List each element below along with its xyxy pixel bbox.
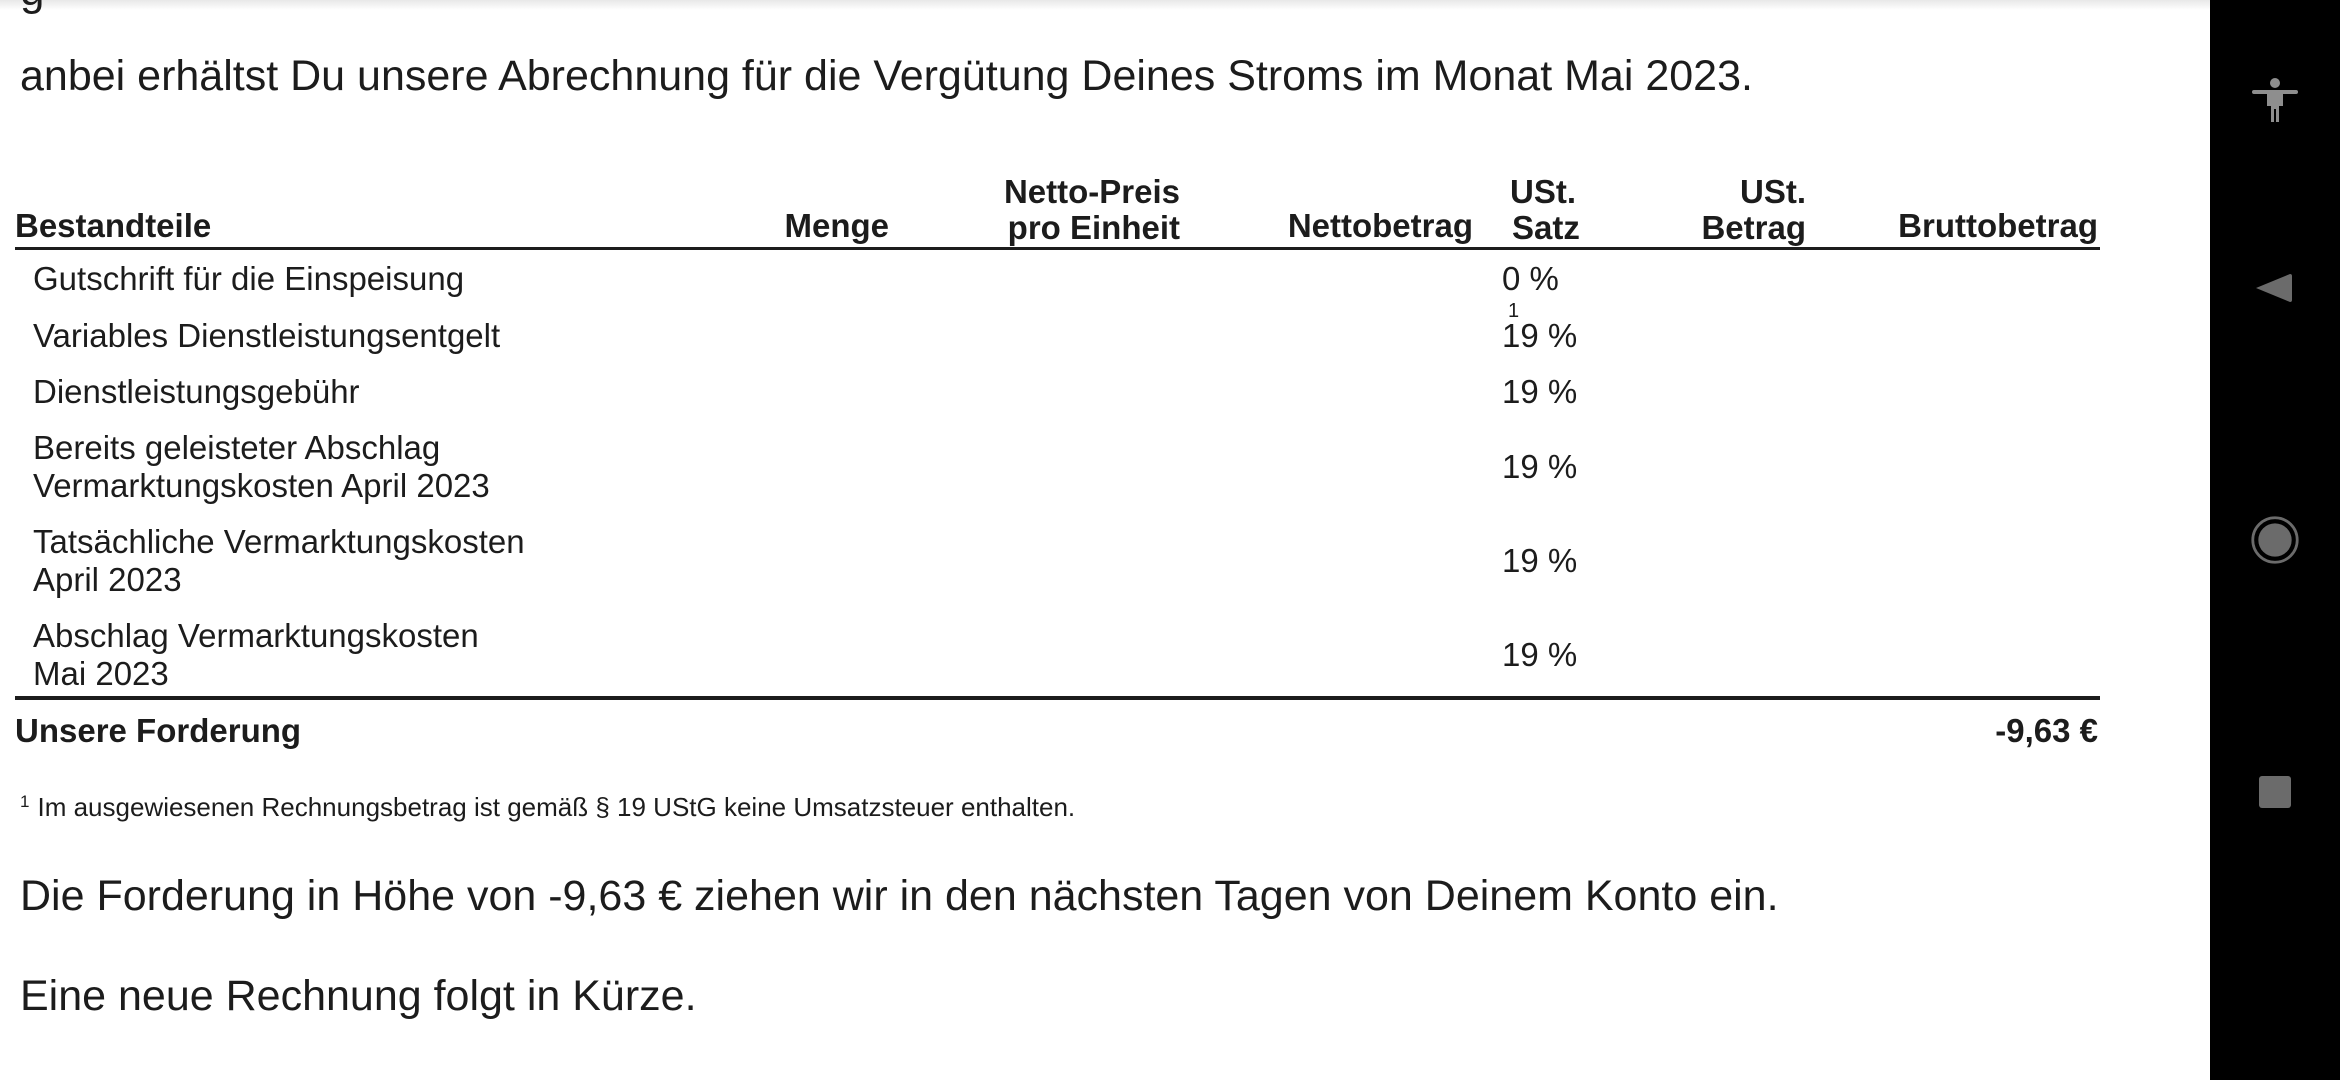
footnote-marker: 1 — [20, 792, 30, 811]
row-component: Vermarktungskosten April 2023 — [33, 467, 490, 504]
header-component: Bestandteile — [15, 207, 212, 244]
row-vat-rate: 19 % — [1502, 448, 1577, 486]
paragraph-next-invoice: Eine neue Rechnung folgt in Kürze. — [20, 972, 697, 1020]
total-divider — [15, 696, 2100, 700]
header-divider — [15, 247, 2100, 250]
row-vat-rate: 19 % — [1502, 636, 1577, 674]
header-vat-amount-line1: USt. — [1740, 173, 1806, 210]
row-component: April 2023 — [33, 561, 182, 598]
row-vat-rate-value: 19 % — [1502, 373, 1578, 410]
total-value: -9,63 € — [1995, 712, 2098, 749]
footnote-marker: 1 — [1508, 300, 1520, 322]
home-icon — [2251, 516, 2299, 564]
header-vat-amount-line2: Betrag — [1701, 209, 1806, 246]
row-vat-rate-value: 19 % — [1502, 542, 1578, 579]
row-component: Tatsächliche Vermarktungskosten — [33, 523, 525, 560]
row-vat-rate: 19 % — [1502, 373, 1577, 411]
footnote: 1 Im ausgewiesenen Rechnungsbetrag ist ge… — [20, 792, 1075, 823]
row-component: Dienstleistungsgebühr — [33, 373, 360, 410]
intro-text: anbei erhältst Du unsere Abrechnung für … — [20, 52, 1753, 100]
row-vat-rate: 0 % 1 — [1502, 260, 1559, 336]
top-shadow — [0, 0, 2210, 10]
header-quantity: Menge — [784, 207, 889, 244]
back-button[interactable] — [2250, 263, 2300, 313]
home-button[interactable] — [2250, 515, 2300, 565]
header-unit-price-line2: pro Einheit — [1007, 209, 1180, 246]
header-vat-rate-line2: Satz — [1512, 209, 1580, 246]
cut-off-text: g — [20, 0, 44, 16]
document-page[interactable]: g anbei erhältst Du unsere Abrechnung fü… — [0, 0, 2210, 1080]
total-label: Unsere Forderung — [15, 712, 302, 749]
header-net: Nettobetrag — [1287, 207, 1473, 244]
row-component: Variables Dienstleistungsentgelt — [33, 317, 501, 354]
row-vat-rate: 19 % — [1502, 542, 1577, 580]
row-vat-rate: 19 % — [1502, 317, 1577, 355]
navigation-bar — [2210, 0, 2340, 1080]
row-component: Abschlag Vermarktungskosten — [33, 617, 479, 654]
header-gross: Bruttobetrag — [1898, 207, 2098, 244]
row-component: Bereits geleisteter Abschlag — [33, 429, 441, 466]
recents-icon — [2259, 776, 2291, 808]
footnote-text: Im ausgewiesenen Rechnungsbetrag ist gem… — [37, 792, 1076, 822]
accessibility-button[interactable] — [2250, 75, 2300, 125]
header-vat-rate-line1: USt. — [1510, 173, 1576, 210]
back-icon — [2256, 274, 2292, 302]
accessibility-icon — [2252, 78, 2298, 122]
row-vat-rate-value: 19 % — [1502, 448, 1578, 485]
row-vat-rate-value: 0 % — [1502, 260, 1559, 297]
paragraph-debit: Die Forderung in Höhe von -9,63 € ziehen… — [20, 872, 1779, 920]
row-component: Gutschrift für die Einspeisung — [33, 260, 465, 297]
row-vat-rate-value: 19 % — [1502, 317, 1578, 354]
row-vat-rate-value: 19 % — [1502, 636, 1578, 673]
row-component: Mai 2023 — [33, 655, 169, 692]
recents-button[interactable] — [2250, 767, 2300, 817]
header-unit-price-line1: Netto-Preis — [1003, 173, 1180, 210]
